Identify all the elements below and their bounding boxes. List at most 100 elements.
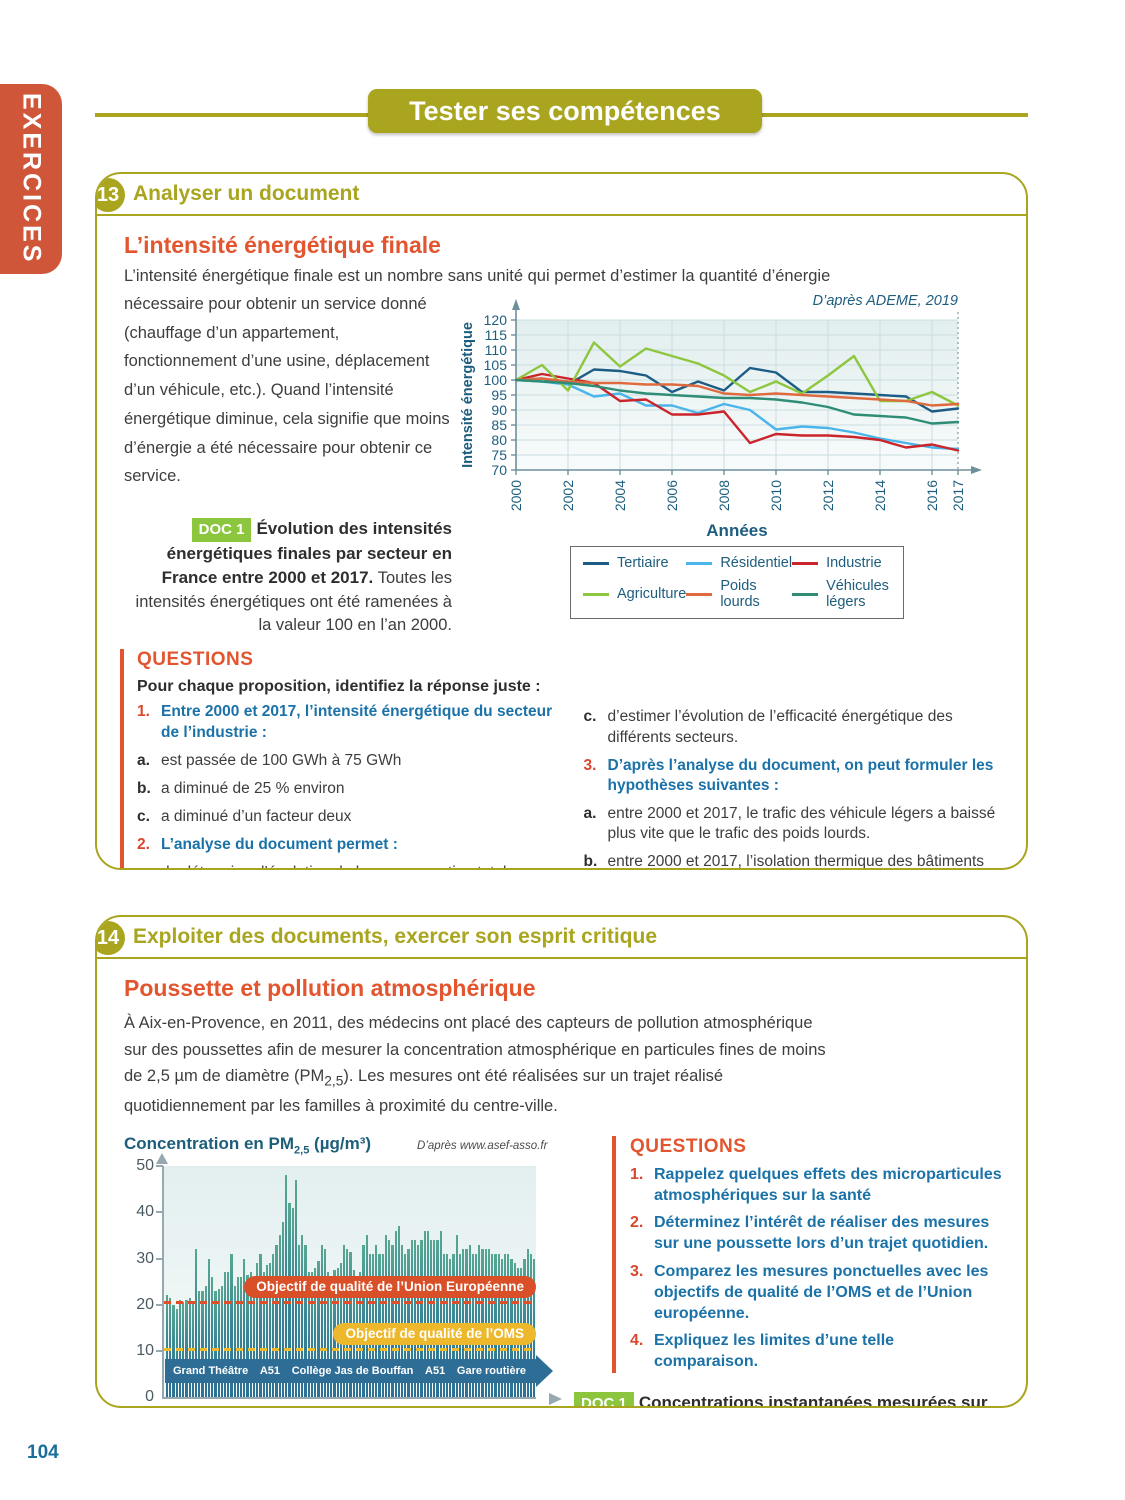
question-item: 4. Expliquez les limites d’une telle comp…	[630, 1332, 895, 1371]
svg-text:2014: 2014	[872, 480, 888, 511]
question-item: 3. Comparez les mesures ponctuelles avec …	[630, 1262, 989, 1322]
pm-ytick-mark	[156, 1303, 163, 1306]
question-item: 2. L’analyse du document permet :	[137, 836, 398, 854]
pm-bar	[262, 1272, 265, 1398]
doc1-caption-14-bold: Concentrations instantanées mesurées sur…	[638, 1392, 988, 1408]
pm-bar	[172, 1304, 175, 1398]
svg-text:120: 120	[484, 312, 508, 328]
pm-bar	[310, 1272, 314, 1398]
exercise-14-body: À Aix-en-Provence, en 2011, des médecins…	[124, 1014, 826, 1115]
pm-bar	[243, 1258, 246, 1398]
svg-text:105: 105	[484, 357, 508, 373]
doc1-caption-14: DOC 1 Concentrations instantanées mesurée…	[574, 1391, 1002, 1408]
pm-bar	[166, 1295, 169, 1398]
pm-bar	[423, 1230, 426, 1398]
question-item: 1. Entre 2000 et 2017, l’intensité énergé…	[137, 703, 553, 741]
legend-label: Agriculture	[617, 586, 687, 602]
route-band: Grand Théâtre A51 Collège Jas de Bouffan A5…	[165, 1355, 553, 1388]
legend-item: Tertiaire	[583, 555, 686, 571]
doc1-caption-13: DOC 1 Évolution des intensités énergétiqu…	[124, 517, 452, 638]
pm-bar	[201, 1290, 204, 1398]
legend-item: Industrie	[792, 555, 891, 571]
pm-ytick-mark	[156, 1211, 163, 1214]
pm-bar	[259, 1253, 262, 1398]
pm-bar	[188, 1297, 191, 1398]
pm-bar	[420, 1240, 423, 1398]
line-series-5	[514, 378, 960, 425]
question-option: a. entre 2000 et 2017, le trafic des véhi…	[583, 805, 996, 843]
pm-ytick-label: 50	[136, 1157, 154, 1175]
pm-bar	[297, 1244, 301, 1398]
pm-bar	[194, 1249, 198, 1398]
page-number: 104	[27, 1442, 59, 1463]
line-series-3	[514, 341, 960, 407]
question-option: c. a diminué d’un facteur deux	[137, 808, 352, 826]
questions-block-14: QUESTIONS 1. Rappelez quelques effets des…	[612, 1135, 1002, 1373]
svg-text:2004: 2004	[612, 480, 628, 511]
svg-text:2000: 2000	[508, 480, 524, 511]
pm-ytick-mark	[156, 1165, 163, 1168]
pm-bar	[413, 1240, 417, 1398]
pm-xtick-label: 8h30	[251, 1406, 289, 1408]
doc1-badge-14: DOC 1	[574, 1391, 634, 1406]
route-label: Grand Théâtre	[173, 1365, 249, 1378]
svg-text:2012: 2012	[820, 480, 836, 511]
question-option: a. est passée de 100 GWh à 75 GWh	[137, 751, 402, 769]
legend-label: Tertiaire	[617, 555, 669, 571]
pm-chart-source: D’après www.asef-asso.fr	[417, 1139, 548, 1152]
svg-text:2010: 2010	[768, 480, 784, 511]
pm-bar	[391, 1244, 394, 1398]
svg-text:75: 75	[491, 447, 507, 463]
pm-bar	[275, 1244, 278, 1398]
questions-heading-13: QUESTIONS	[137, 649, 254, 671]
pm-bar	[204, 1286, 207, 1398]
exercise-13-header: Analyser un document	[97, 174, 1026, 216]
question-item: 2. Déterminez l’intérêt de réaliser des m…	[630, 1214, 990, 1253]
svg-text:95: 95	[491, 387, 507, 403]
threshold-badge-eu: Objectif de qualité de l’Union Européenn…	[244, 1275, 536, 1298]
question-option: a.de déterminer l’évolution de la consom…	[137, 863, 556, 868]
pm-bar	[217, 1288, 220, 1398]
svg-text:70: 70	[491, 462, 507, 478]
line-series-4	[514, 377, 960, 407]
pm-bar	[227, 1272, 230, 1398]
y-axis-arrow-icon	[156, 1153, 168, 1165]
questions-block-13: QUESTIONS Pour chaque proposition, ident…	[120, 649, 1002, 870]
svg-text:2006: 2006	[664, 480, 680, 511]
svg-text:2017: 2017	[950, 480, 966, 511]
pm-xtick-label: 9h30	[445, 1406, 483, 1408]
legend-swatch-residentiel	[686, 561, 713, 565]
pm-bar	[343, 1244, 346, 1398]
route-label: Collège Jas de Bouffan	[291, 1365, 414, 1378]
pm-bar	[256, 1263, 259, 1398]
threshold-line-oms	[164, 1347, 536, 1351]
pm-bar	[410, 1240, 413, 1398]
legend-label: Industrie	[826, 555, 882, 571]
svg-text:100: 100	[484, 372, 508, 388]
exercise-13-number-badge: 13	[97, 178, 125, 212]
pm-bar	[417, 1244, 420, 1398]
svg-text:D’après ADEME, 2019: D’après ADEME, 2019	[813, 293, 958, 309]
doc1-caption-13-rest: Toutes les intensités énergétiques ont é…	[135, 569, 452, 635]
pm-bar	[278, 1235, 281, 1398]
exercise-14-header: Exploiter des documents, exercer son esp…	[97, 917, 1026, 959]
pm-bar	[433, 1240, 436, 1398]
pm-bar	[175, 1309, 178, 1398]
exercise-13-skill-title: Analyser un document	[133, 182, 360, 205]
pm-bar	[249, 1272, 252, 1398]
route-label: Gare routière	[456, 1365, 526, 1378]
svg-text:90: 90	[491, 402, 507, 418]
energy-chart-block: 70 75 80 85 90 95 100 105 110 115 120 2000 2002 2004 2…	[452, 290, 1018, 637]
legend-swatch-agriculture	[583, 592, 609, 596]
svg-text:2002: 2002	[560, 480, 576, 511]
exercise-13-title: L’intensité énergétique finale	[124, 232, 441, 258]
pm-bar	[304, 1244, 307, 1398]
pm-bar	[400, 1244, 404, 1398]
pm-bar	[317, 1260, 320, 1398]
pm-bar	[375, 1244, 378, 1398]
pm-chart-title: Concentration en PM2,5 (µg/m³)	[124, 1133, 372, 1157]
pm-bar	[252, 1277, 256, 1398]
pm-bar	[269, 1263, 272, 1398]
pm-bar	[207, 1258, 211, 1398]
question-option: b. entre 2000 et 2017, l’isolation thermi…	[583, 853, 985, 870]
